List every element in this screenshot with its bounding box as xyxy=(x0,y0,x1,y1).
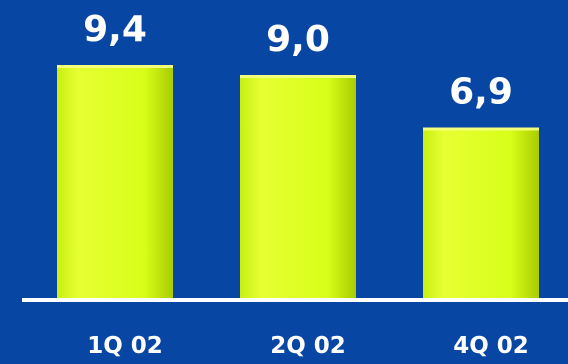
bar-top-highlight-1 xyxy=(57,65,173,68)
bar-2 xyxy=(240,75,356,300)
category-label-1: 1Q 02 xyxy=(87,333,163,359)
value-label-2: 9,0 xyxy=(266,19,330,60)
category-label-3: 4Q 02 xyxy=(453,333,529,359)
value-label-1: 9,4 xyxy=(83,9,147,50)
bar-top-highlight-2 xyxy=(240,75,356,78)
category-label-2: 2Q 02 xyxy=(270,333,346,359)
value-label-3: 6,9 xyxy=(449,72,513,113)
bar-1 xyxy=(57,65,173,300)
bar-3 xyxy=(423,127,539,300)
bar-top-highlight-3 xyxy=(423,127,539,131)
